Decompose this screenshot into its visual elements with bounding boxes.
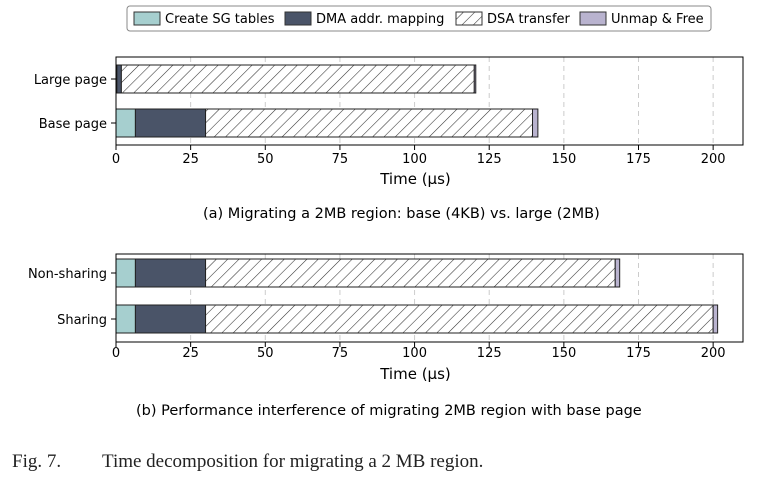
category-label-sharing: Sharing bbox=[57, 313, 107, 328]
bar-sharing-create-sg-tables bbox=[115, 304, 136, 334]
x-axis-label: Time (µs) bbox=[379, 365, 451, 383]
bar-non-sharing-create-sg-tables bbox=[115, 258, 136, 288]
bar-base-page-dsa-transfer bbox=[205, 108, 534, 138]
figure-caption: Fig. 7. Time decomposition for migrating … bbox=[12, 451, 752, 473]
legend-frame bbox=[126, 5, 712, 32]
subfigure-caption: (a) Migrating a 2MB region: base (4KB) v… bbox=[203, 206, 600, 222]
plot-frame bbox=[115, 56, 744, 146]
x-tick-label-75: 75 bbox=[332, 152, 349, 167]
panel-b: Non-sharing Sharing 0 25 50 75 100 125 150 175 200… bbox=[28, 253, 744, 419]
legend-label-dma-addr-mapping: DMA addr. mapping bbox=[316, 12, 444, 27]
legend-swatch-unmap-free bbox=[579, 11, 607, 26]
bar-large-page-unmap-free bbox=[473, 64, 477, 94]
x-tick-label-200: 200 bbox=[701, 346, 726, 361]
x-tick-label-150: 150 bbox=[551, 346, 576, 361]
x-tick-label-25: 25 bbox=[182, 152, 199, 167]
legend-swatch-dma-addr-mapping bbox=[284, 11, 312, 26]
category-label-base-page: Base page bbox=[39, 117, 107, 132]
x-tick-label-125: 125 bbox=[477, 346, 502, 361]
bar-base-page-dma-addr-mapping bbox=[134, 108, 207, 138]
x-tick-label-100: 100 bbox=[402, 346, 427, 361]
x-tick-label-25: 25 bbox=[182, 346, 199, 361]
x-axis-label: Time (µs) bbox=[379, 170, 451, 188]
figure: Create SG tables DMA addr. mapping DSA tra… bbox=[28, 5, 744, 419]
category-label-large-page: Large page bbox=[34, 73, 107, 88]
legend-label-create-sg-tables: Create SG tables bbox=[165, 12, 275, 27]
x-tick-label-200: 200 bbox=[701, 152, 726, 167]
x-tick-label-175: 175 bbox=[626, 152, 651, 167]
x-tick-label-75: 75 bbox=[332, 346, 349, 361]
legend-label-unmap-free: Unmap & Free bbox=[611, 12, 704, 27]
bar-sharing-dma-addr-mapping bbox=[134, 304, 207, 334]
legend-label-dsa-transfer: DSA transfer bbox=[487, 12, 571, 27]
legend-swatch-create-sg-tables bbox=[133, 11, 161, 26]
legend-swatch-dsa-transfer bbox=[455, 11, 483, 26]
figure-caption-text: Time decomposition for migrating a 2 MB … bbox=[102, 451, 484, 472]
bar-non-sharing-dsa-transfer bbox=[205, 258, 616, 288]
category-label-non-sharing: Non-sharing bbox=[28, 267, 107, 282]
bar-large-page-dsa-transfer bbox=[120, 64, 475, 94]
x-tick-label-0: 0 bbox=[112, 152, 120, 167]
x-tick-label-150: 150 bbox=[551, 152, 576, 167]
bar-base-page-create-sg-tables bbox=[115, 108, 136, 138]
figure-number: Fig. 7. bbox=[12, 451, 62, 472]
legend: Create SG tables DMA addr. mapping DSA tra… bbox=[126, 5, 712, 32]
bar-sharing-unmap-free bbox=[712, 304, 719, 334]
bar-base-page-unmap-free bbox=[532, 108, 539, 138]
x-tick-label-125: 125 bbox=[477, 152, 502, 167]
bar-sharing-dsa-transfer bbox=[205, 304, 714, 334]
x-tick-label-175: 175 bbox=[626, 346, 651, 361]
panel-a: Large page Base page 0 25 50 75 100 125 150 175 20… bbox=[34, 56, 744, 222]
x-tick-label-0: 0 bbox=[112, 346, 120, 361]
subfigure-caption: (b) Performance interference of migratin… bbox=[136, 403, 642, 419]
x-tick-label-100: 100 bbox=[402, 152, 427, 167]
x-tick-label-50: 50 bbox=[257, 152, 274, 167]
bar-large-page-dma-addr-mapping bbox=[116, 64, 122, 94]
bar-non-sharing-dma-addr-mapping bbox=[134, 258, 207, 288]
bar-non-sharing-unmap-free bbox=[614, 258, 621, 288]
plot-frame bbox=[115, 253, 744, 343]
x-tick-label-50: 50 bbox=[257, 346, 274, 361]
